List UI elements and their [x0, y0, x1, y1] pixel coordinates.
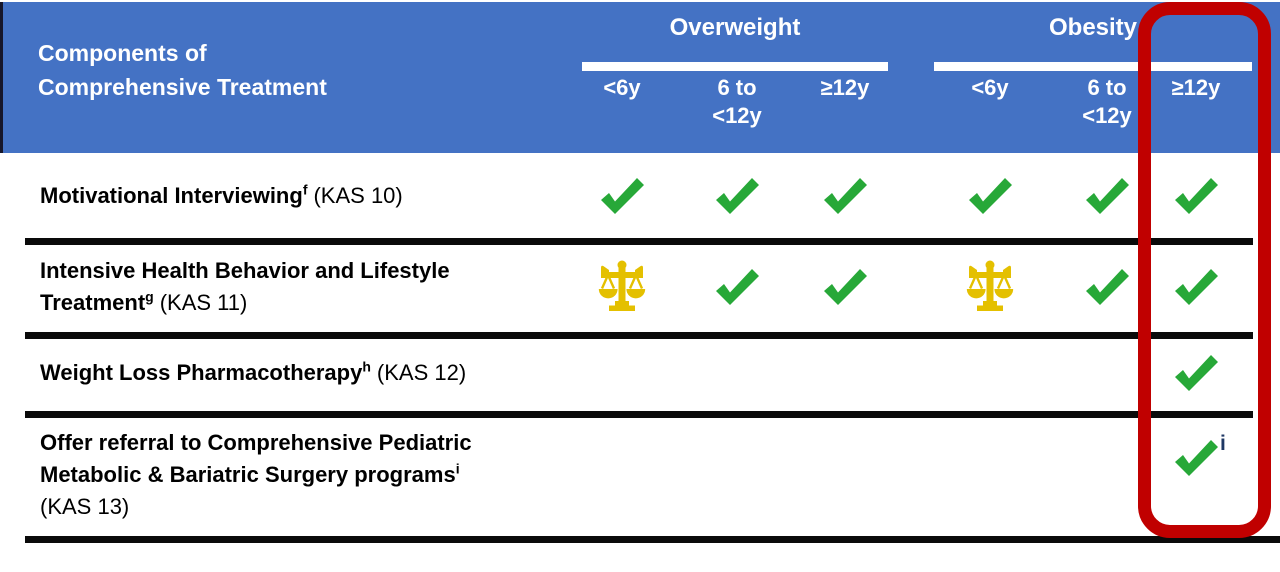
- table-cell: [707, 343, 767, 403]
- footnote-marker: h: [362, 358, 371, 375]
- group-header-overweight: Overweight: [669, 14, 801, 41]
- row-label-weight-loss-pharmacotherapy: Weight Loss Pharmacotherapyh (KAS 12): [40, 357, 588, 389]
- footnote-marker: i: [455, 460, 460, 477]
- row-label-motivational-interviewing: Motivational Interviewingf (KAS 10): [40, 180, 588, 212]
- table-cell: [592, 428, 652, 488]
- table-cell: [1077, 343, 1137, 403]
- table-cell: i: [1166, 428, 1226, 488]
- green-check-icon: [1086, 178, 1129, 214]
- row-label-intensive-health-behavior: Intensive Health Behavior and Lifestyle …: [40, 255, 588, 319]
- table-cell: [707, 428, 767, 488]
- table-bottom-border: [25, 536, 1280, 543]
- green-check-icon: [1175, 355, 1218, 391]
- row-label-text: Intensive Health Behavior and Lifestyle …: [40, 258, 450, 315]
- red-highlight-rectangle: [1138, 2, 1271, 538]
- table-cell: [815, 343, 875, 403]
- green-check-icon: [1175, 269, 1218, 305]
- age-column-overweight-12plus: ≥12y: [820, 75, 870, 100]
- row-label-text: Offer referral to Comprehensive Pediatri…: [40, 430, 472, 487]
- green-check-icon: [824, 269, 867, 305]
- green-check-icon: [601, 178, 644, 214]
- table-header: Components of Comprehensive Treatment Ov…: [0, 2, 1280, 153]
- table-cell: [815, 257, 875, 317]
- table-cell: [960, 428, 1020, 488]
- age-column-obesity-6to12: 6 to <12y: [1082, 75, 1132, 128]
- row-separator: [25, 411, 1253, 418]
- table-cell: [1077, 257, 1137, 317]
- green-check-icon: [1175, 178, 1218, 214]
- row-label-text: Weight Loss Pharmacotherapy: [40, 360, 363, 385]
- table-cell: [592, 343, 652, 403]
- table-cell: [960, 166, 1020, 226]
- table-cell: [1166, 343, 1226, 403]
- row-separator: [25, 238, 1253, 245]
- table-cell: [960, 343, 1020, 403]
- kas-reference: (KAS 13): [40, 494, 130, 519]
- age-column-overweight-6to12: 6 to <12y: [712, 75, 762, 128]
- kas-reference: (KAS 12): [376, 360, 467, 385]
- table-cell: [707, 166, 767, 226]
- age-column-overweight-under6: <6y: [603, 75, 641, 100]
- table-cell: [1166, 257, 1226, 317]
- corner-header-label: Components of Comprehensive Treatment: [38, 40, 327, 100]
- age-column-obesity-under6: <6y: [971, 75, 1009, 100]
- table-cell: [815, 166, 875, 226]
- table-cell: [592, 257, 652, 317]
- obesity-underline: [934, 62, 1252, 71]
- table-cell: [815, 428, 875, 488]
- green-check-icon: [969, 178, 1012, 214]
- footnote-marker: g: [145, 288, 154, 305]
- green-check-icon: [1175, 440, 1218, 476]
- balance-scale-icon: [966, 260, 1014, 311]
- green-check-icon: [716, 269, 759, 305]
- table-cell: [960, 257, 1020, 317]
- row-separator: [25, 332, 1253, 339]
- table-cell: [1077, 166, 1137, 226]
- balance-scale-icon: [598, 260, 646, 311]
- table-cell: [1077, 428, 1137, 488]
- table-cell: [592, 166, 652, 226]
- row-label-bariatric-surgery-referral: Offer referral to Comprehensive Pediatri…: [40, 427, 588, 523]
- green-check-icon: [824, 178, 867, 214]
- table-cell: [1166, 166, 1226, 226]
- header-left-edge: [0, 2, 3, 153]
- footnote-marker: f: [302, 181, 308, 198]
- table-cell: [707, 257, 767, 317]
- kas-reference: (KAS 11): [159, 290, 248, 315]
- group-header-obesity: Obesity: [1048, 14, 1138, 41]
- cell-footnote-marker: i: [1220, 432, 1226, 455]
- overweight-underline: [582, 62, 888, 71]
- green-check-icon: [716, 178, 759, 214]
- age-column-obesity-12plus: ≥12y: [1171, 75, 1221, 100]
- kas-reference: (KAS 10): [313, 183, 403, 208]
- row-label-text: Motivational Interviewing: [40, 183, 303, 208]
- green-check-icon: [1086, 269, 1129, 305]
